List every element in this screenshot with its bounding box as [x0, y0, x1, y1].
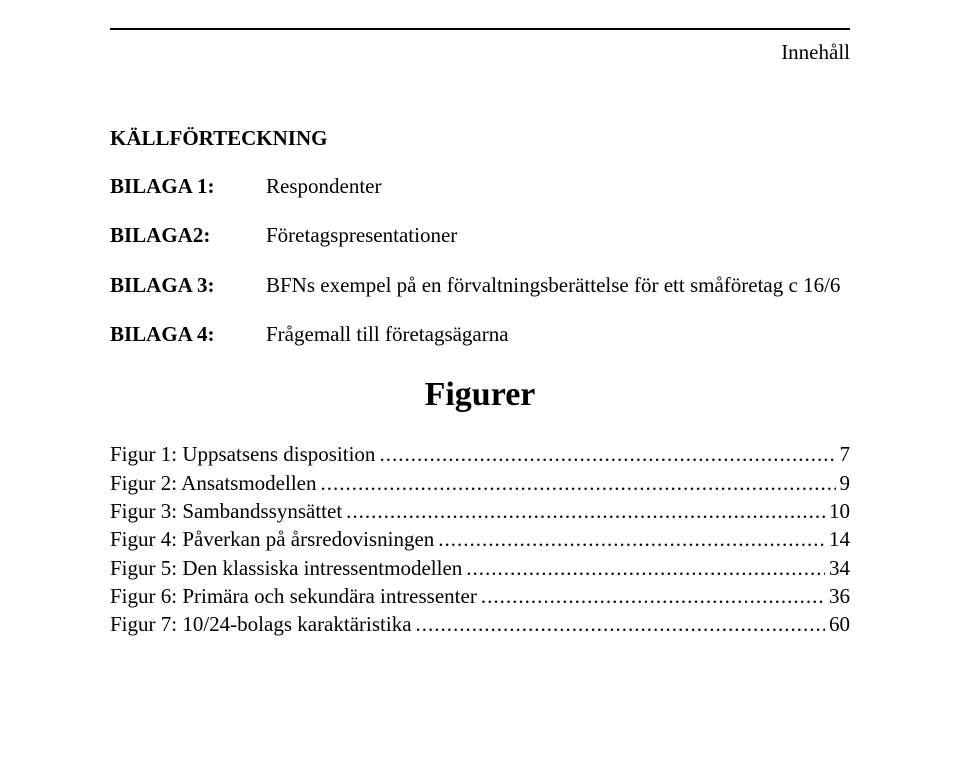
toc-leader-dots — [466, 554, 825, 582]
toc-label: Figur 5: Den klassiska intressentmodelle… — [110, 554, 462, 582]
figurer-title: Figurer — [110, 376, 850, 414]
toc-page: 9 — [840, 469, 851, 497]
bilaga-label: BILAGA2: — [110, 222, 266, 249]
toc-line: Figur 3: Sambandssynsättet 10 — [110, 497, 850, 525]
page: Innehåll KÄLLFÖRTECKNING BILAGA 1: Respo… — [0, 0, 960, 772]
toc-page: 36 — [829, 582, 850, 610]
bilaga-row: BILAGA 1: Respondenter — [110, 173, 850, 200]
bilaga-row: BILAGA 3: BFNs exempel på en förvaltning… — [110, 272, 850, 299]
kallforteckning-title: KÄLLFÖRTECKNING — [110, 126, 850, 151]
bilaga-row: BILAGA 4: Frågemall till företagsägarna — [110, 321, 850, 348]
toc-leader-dots — [438, 525, 825, 553]
toc-leader-dots — [481, 582, 825, 610]
toc-label: Figur 7: 10/24-bolags karaktäristika — [110, 610, 412, 638]
toc-label: Figur 3: Sambandssynsättet — [110, 497, 342, 525]
bilaga-label: BILAGA 3: — [110, 272, 266, 299]
toc-label: Figur 1: Uppsatsens disposition — [110, 440, 375, 468]
toc-line: Figur 2: Ansatsmodellen 9 — [110, 469, 850, 497]
toc-page: 10 — [829, 497, 850, 525]
toc-label: Figur 6: Primära och sekundära intressen… — [110, 582, 477, 610]
header-label: Innehåll — [781, 40, 850, 65]
toc-line: Figur 6: Primära och sekundära intressen… — [110, 582, 850, 610]
toc-label: Figur 4: Påverkan på årsredovisningen — [110, 525, 434, 553]
toc-line: Figur 4: Påverkan på årsredovisningen 14 — [110, 525, 850, 553]
toc-line: Figur 5: Den klassiska intressentmodelle… — [110, 554, 850, 582]
toc-page: 34 — [829, 554, 850, 582]
bilaga-value: Företagspresentationer — [266, 222, 850, 249]
toc-leader-dots — [346, 497, 825, 525]
header-rule — [110, 28, 850, 30]
toc-label: Figur 2: Ansatsmodellen — [110, 469, 317, 497]
toc-leader-dots — [321, 469, 836, 497]
toc-leader-dots — [416, 610, 825, 638]
bilaga-label: BILAGA 4: — [110, 321, 266, 348]
toc-leader-dots — [379, 440, 835, 468]
toc-page: 14 — [829, 525, 850, 553]
toc-line: Figur 1: Uppsatsens disposition 7 — [110, 440, 850, 468]
bilaga-value: BFNs exempel på en förvaltningsberättels… — [266, 272, 850, 299]
bilaga-value: Frågemall till företagsägarna — [266, 321, 850, 348]
toc-line: Figur 7: 10/24-bolags karaktäristika 60 — [110, 610, 850, 638]
body: KÄLLFÖRTECKNING BILAGA 1: Respondenter B… — [110, 126, 850, 639]
toc-page: 7 — [840, 440, 851, 468]
bilaga-label: BILAGA 1: — [110, 173, 266, 200]
bilaga-row: BILAGA2: Företagspresentationer — [110, 222, 850, 249]
bilaga-value: Respondenter — [266, 173, 850, 200]
toc-page: 60 — [829, 610, 850, 638]
